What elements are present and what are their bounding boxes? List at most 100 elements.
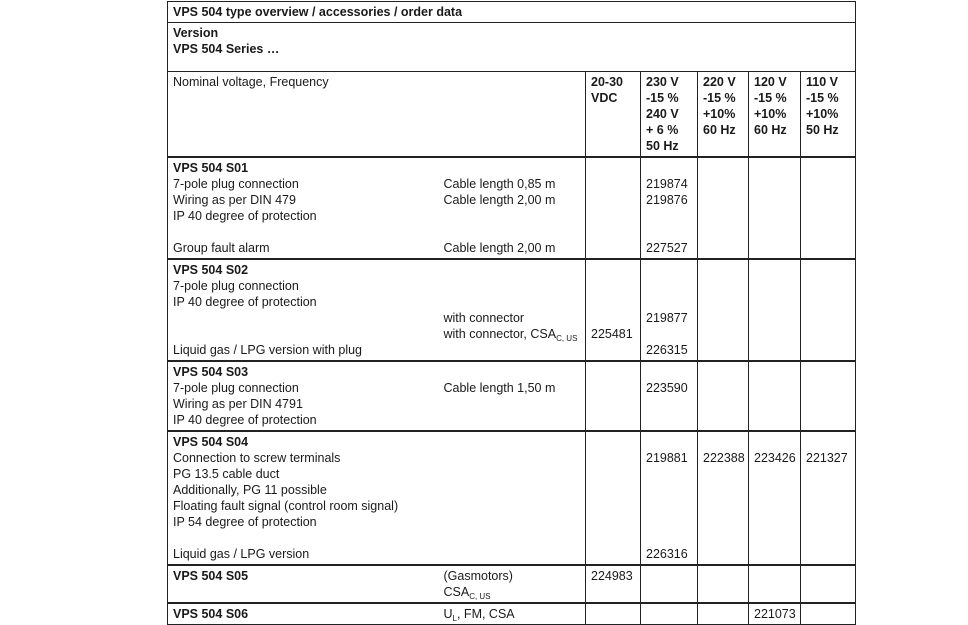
order-number <box>591 192 636 208</box>
order-number-cell: 219881 226316 <box>640 430 698 566</box>
product-row: VPS 504 S05 (Gasmotors) CSAC, US 224983 <box>167 564 857 604</box>
note-line: UL, FM, CSA <box>443 607 515 623</box>
subscript: C, US <box>469 592 491 601</box>
description-line: IP 54 degree of protection <box>173 515 317 529</box>
product-row: VPS 504 S02 7-pole plug connection IP 40 d… <box>167 258 857 362</box>
order-number <box>703 434 744 450</box>
description-line: IP 40 degree of protection <box>173 295 317 309</box>
description-line <box>173 530 438 546</box>
subscript: C, US <box>556 334 578 343</box>
header-line: +10% <box>703 107 736 121</box>
order-number-cell <box>697 258 749 362</box>
order-number <box>703 364 744 380</box>
version-label: Version <box>173 26 219 40</box>
order-number <box>646 208 693 224</box>
order-number: 226316 <box>646 547 688 561</box>
voltage-column-header: 230 V -15 % 240 V + 6 % 50 Hz <box>640 71 698 158</box>
product-description: VPS 504 S03 7-pole plug connection Wiring … <box>167 360 442 432</box>
order-number <box>754 568 796 584</box>
order-number <box>591 160 636 176</box>
header-line: -15 % <box>646 91 679 105</box>
table-title: VPS 504 type overview / accessories / or… <box>166 1 857 23</box>
order-number <box>646 568 693 584</box>
order-number <box>754 160 796 176</box>
description-line: 7-pole plug connection <box>173 177 299 191</box>
header-line: 110 V <box>806 75 838 89</box>
order-number <box>806 434 851 450</box>
description-line: Wiring as per DIN 479 <box>173 193 296 207</box>
header-line: 50 Hz <box>806 123 839 137</box>
order-number-cell <box>799 258 857 362</box>
order-number <box>754 262 796 278</box>
header-label: Nominal voltage, Frequency <box>167 71 586 158</box>
order-number: 225481 <box>591 327 633 341</box>
order-number-cell <box>697 564 749 604</box>
order-number <box>591 606 636 622</box>
product-description: VPS 504 S06 <box>167 602 442 625</box>
order-number-cell: 222388 <box>697 430 749 566</box>
note-line <box>444 434 584 450</box>
order-number: 221073 <box>754 607 796 621</box>
description-line <box>173 224 438 240</box>
header-line: 240 V <box>646 107 679 121</box>
note-line <box>444 294 584 310</box>
header-line: +10% <box>754 107 787 121</box>
order-number: 219874 <box>646 177 688 191</box>
order-number-cell <box>748 360 801 432</box>
voltage-column-header: 110 V -15 % +10% 50 Hz <box>799 71 857 158</box>
header-line: 220 V <box>703 75 736 89</box>
order-number-cell <box>799 156 857 260</box>
order-number-cell <box>697 360 749 432</box>
description-line: Floating fault signal (control room sign… <box>173 499 399 513</box>
order-number <box>591 240 636 256</box>
description-line <box>173 310 438 326</box>
product-name: VPS 504 S02 <box>173 263 249 277</box>
order-number: 224983 <box>591 569 633 583</box>
order-number <box>646 294 693 310</box>
order-number-cell: 224983 <box>585 564 641 604</box>
note-line <box>444 396 584 412</box>
order-number <box>754 364 796 380</box>
description-line: Wiring as per DIN 4791 <box>173 397 303 411</box>
note-line: with connector, CSAC, US <box>443 327 578 343</box>
version-row: Version VPS 504 Series … <box>166 22 857 72</box>
order-number-cell <box>799 564 857 604</box>
order-data-table: VPS 504 type overview / accessories / or… <box>166 1 857 625</box>
order-number-cell: 221073 <box>748 602 801 625</box>
note-line: Cable length 0,85 m <box>443 177 556 191</box>
order-number: 222388 <box>703 451 745 465</box>
order-number-cell: 219877 226315 <box>640 258 698 362</box>
series-label: VPS 504 Series … <box>173 42 280 56</box>
order-number <box>806 568 851 584</box>
product-note: Cable length 0,85 m Cable length 2,00 m Ca… <box>441 156 586 260</box>
voltage-column-header: 120 V -15 % +10% 60 Hz <box>748 71 801 158</box>
header-line: +10% <box>806 107 839 121</box>
product-note: with connector with connector, CSAC, US <box>441 258 586 362</box>
order-number <box>646 482 693 498</box>
order-number-cell: 223426 <box>748 430 801 566</box>
order-number: 223590 <box>646 381 688 395</box>
order-number <box>646 278 693 294</box>
note-line <box>444 364 584 380</box>
description-line: Liquid gas / LPG version with plug <box>173 343 362 357</box>
order-number-cell <box>748 156 801 260</box>
header-line: 230 V <box>646 75 679 89</box>
order-number <box>703 160 744 176</box>
order-number <box>646 530 693 546</box>
header-line: 50 Hz <box>646 139 679 153</box>
description-line: PG 13.5 cable duct <box>173 467 280 481</box>
header-line: 20-30 <box>591 75 623 89</box>
product-name: VPS 504 S06 <box>173 607 249 621</box>
description-line: Connection to screw terminals <box>173 451 341 465</box>
order-number-cell <box>585 156 641 260</box>
note-line <box>444 224 584 240</box>
header-line: 60 Hz <box>754 123 787 137</box>
note-line: (Gasmotors) <box>443 569 513 583</box>
note-line <box>444 278 584 294</box>
order-number <box>646 498 693 514</box>
header-line: -15 % <box>754 91 787 105</box>
note-line <box>444 208 584 224</box>
note-line <box>444 160 584 176</box>
subscript: L <box>452 614 457 623</box>
order-number-cell <box>748 258 801 362</box>
